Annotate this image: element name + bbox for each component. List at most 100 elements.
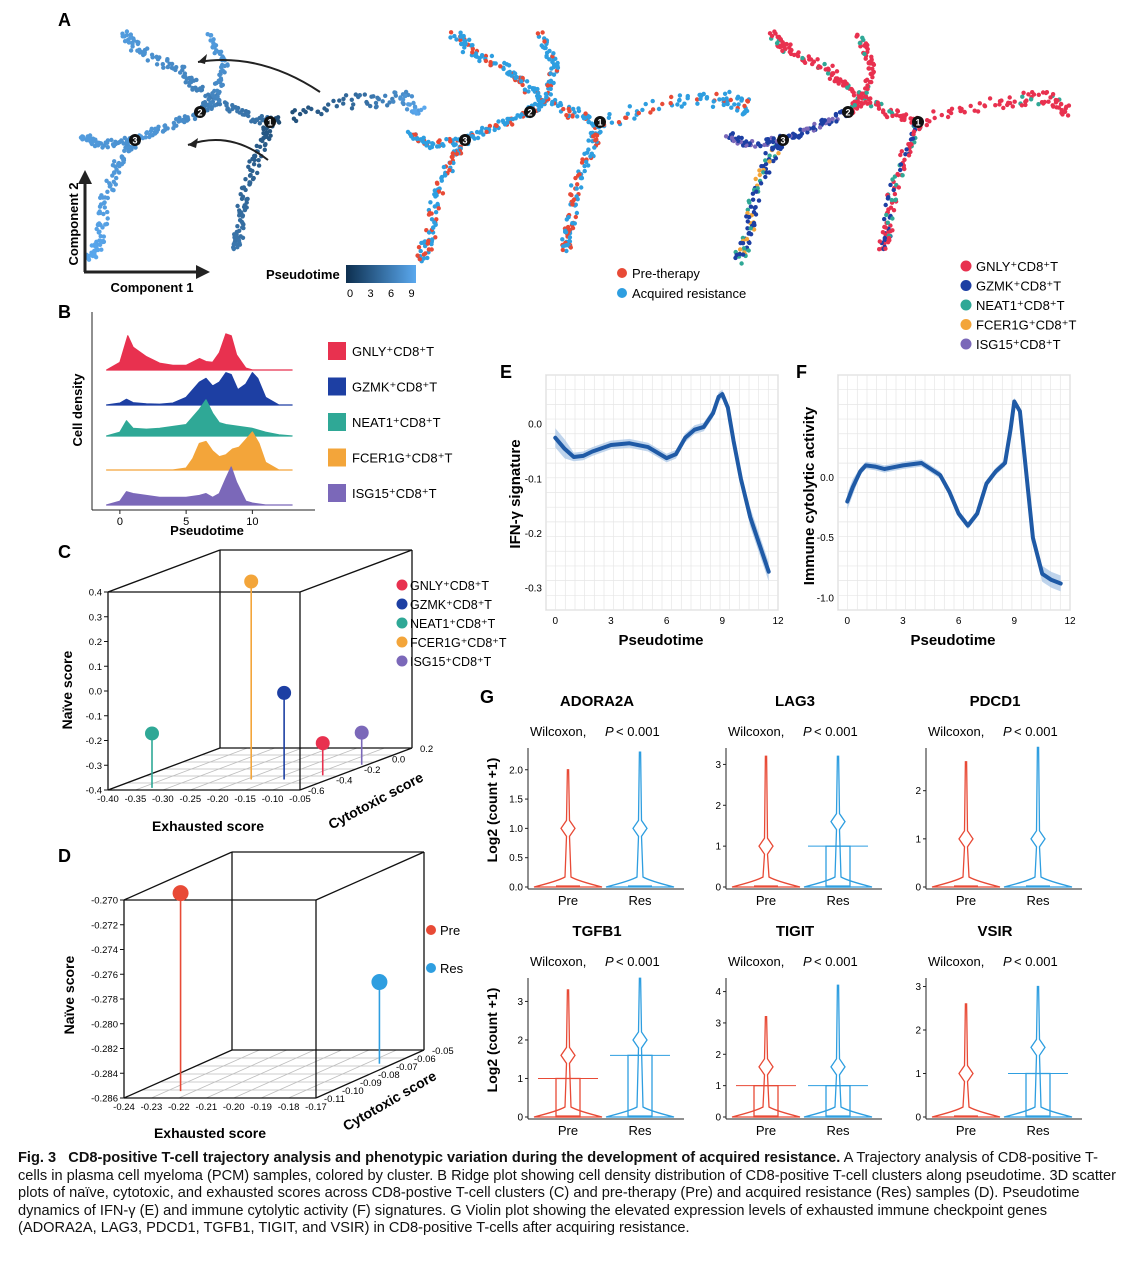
cell-point — [883, 225, 888, 230]
box-iqr — [825, 845, 851, 888]
cell-point — [122, 148, 127, 153]
cell-point — [470, 43, 475, 48]
y-tick-label: -0.05 — [432, 1046, 454, 1057]
line-plot-f: 0 3 6 9 12 0.0 -0.5 -1.0 — [817, 374, 1076, 627]
trajectory-cluster: 1 2 3 — [723, 29, 1072, 266]
cell-point — [101, 201, 107, 206]
cell-point — [240, 194, 246, 199]
cell-point — [536, 34, 542, 39]
cell-point — [165, 58, 170, 63]
panel-d: D -0.270-0.272-0.274-0.276-0.278-0.280-0… — [58, 846, 464, 1141]
cell-point — [235, 224, 240, 229]
cell-point — [444, 137, 449, 142]
cell-point — [374, 104, 379, 109]
direction-arrow-upper — [197, 59, 321, 93]
cell-point — [237, 218, 243, 223]
cell-point — [586, 138, 591, 143]
cell-point — [215, 88, 220, 94]
cluster-legend-a: GNLY⁺CD8⁺T GZMK⁺CD8⁺T NEAT1⁺CD8⁺T FCER1G⁺CD… — [960, 259, 1076, 352]
cell-point — [890, 113, 895, 119]
wilcoxon-text: Wilcoxon, — [928, 724, 984, 739]
cell-point — [560, 247, 565, 253]
cell-point — [494, 123, 499, 128]
cell-point — [141, 51, 147, 56]
cell-point — [450, 154, 455, 159]
box-edge — [315, 1049, 425, 1099]
cell-point — [567, 235, 573, 240]
branch-node-label: 1 — [915, 118, 920, 128]
cell-point — [212, 103, 217, 108]
x-tick-label: -0.17 — [305, 1102, 327, 1113]
axis-label-pseudotime-f: Pseudotime — [910, 632, 995, 649]
cell-point — [337, 98, 342, 103]
x-tick-label: -0.40 — [97, 794, 119, 805]
cell-point — [939, 112, 944, 118]
cell-point — [869, 79, 874, 85]
z-tick-label: 0.1 — [89, 662, 102, 673]
cell-point — [124, 29, 130, 34]
x-tick-label: 9 — [1012, 616, 1018, 627]
cell-point — [548, 71, 553, 76]
cell-point — [868, 100, 873, 105]
axis-label-naive-d: Naïve score — [61, 955, 77, 1034]
cell-point — [1046, 99, 1051, 104]
cell-point — [124, 138, 130, 143]
cell-point — [772, 29, 777, 34]
axis-label-pseudotime-b: Pseudotime — [170, 523, 244, 538]
pseudotime-ticks: 0 3 6 9 — [347, 288, 415, 300]
cell-point — [1058, 102, 1064, 107]
cell-point — [812, 121, 817, 127]
cell-point — [591, 134, 596, 139]
cell-point — [501, 66, 506, 72]
cell-point — [97, 242, 103, 247]
legend-swatch-ridge — [328, 377, 346, 396]
cell-point — [573, 202, 578, 207]
cell-point — [584, 159, 589, 165]
cell-point — [261, 127, 266, 132]
cell-point — [895, 171, 900, 177]
cell-point — [871, 69, 876, 75]
gene-title: LAG3 — [775, 693, 815, 710]
cell-point — [701, 91, 706, 97]
axis-label-naive-c: Naïve score — [59, 650, 75, 729]
x-tick-label: 6 — [956, 616, 962, 627]
cell-point — [403, 93, 408, 99]
box-edge — [123, 1049, 233, 1099]
cell-point — [739, 261, 744, 266]
panel-label-b: B — [58, 302, 71, 322]
cell-point — [883, 246, 888, 251]
cell-point — [126, 149, 131, 154]
cell-point — [1051, 104, 1056, 109]
z-tick-label: -0.278 — [91, 995, 118, 1006]
wilcoxon-text: Wilcoxon, — [728, 724, 784, 739]
cell-point — [816, 64, 822, 69]
cell-point — [891, 187, 896, 193]
cell-point — [505, 116, 510, 122]
y-tick-label: 3 — [715, 1018, 721, 1029]
cell-point — [763, 174, 768, 180]
y-tick-label: 2 — [715, 1050, 721, 1061]
cell-point — [549, 66, 554, 71]
cell-point — [211, 41, 216, 47]
group-label: Pre — [558, 893, 578, 908]
cell-point — [169, 65, 174, 71]
cell-point — [211, 93, 216, 99]
cell-point — [484, 129, 489, 135]
cell-point — [823, 67, 828, 72]
cell-point — [746, 198, 752, 204]
cell-point — [898, 162, 904, 167]
cell-point — [1043, 90, 1049, 96]
cell-point — [268, 133, 273, 138]
y-tick-label: 0 — [715, 1113, 721, 1124]
cell-point — [243, 177, 248, 182]
cell-point — [105, 195, 111, 201]
violin-plot-vsir: VSIR Wilcoxon, P < 0.001 0 1 2 3 Pre Res — [915, 923, 1082, 1138]
cell-point — [315, 109, 320, 115]
violin-shape — [533, 989, 603, 1118]
cell-point — [571, 197, 577, 202]
cell-point — [365, 101, 370, 106]
cell-point — [248, 167, 253, 173]
cell-point — [825, 71, 831, 76]
group-label: Res — [628, 893, 652, 908]
cell-point — [616, 120, 622, 125]
